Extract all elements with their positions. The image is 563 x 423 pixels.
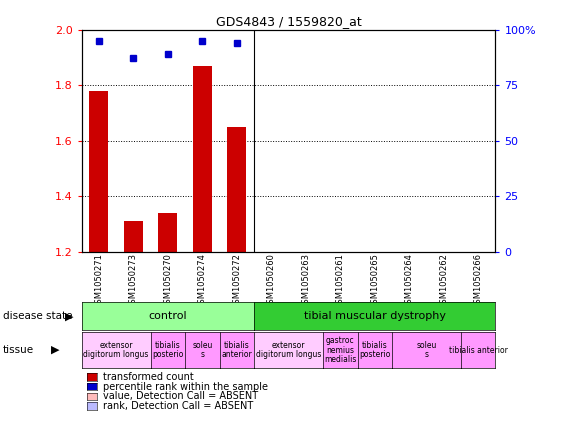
Bar (193, 66, 212, 252)
Text: transformed count: transformed count (103, 372, 194, 382)
Title: GDS4843 / 1559820_at: GDS4843 / 1559820_at (216, 16, 361, 28)
Text: control: control (149, 311, 187, 321)
Bar (90, 91, 108, 252)
Text: tibialis
posterio: tibialis posterio (152, 341, 184, 360)
Text: gastroc
nemius
medialis: gastroc nemius medialis (324, 336, 356, 364)
Text: ▶: ▶ (51, 345, 59, 355)
Text: tibialis anterior: tibialis anterior (449, 346, 508, 354)
Bar (124, 221, 143, 252)
Text: tibialis
anterior: tibialis anterior (221, 341, 252, 360)
Bar (227, 127, 246, 252)
Text: rank, Detection Call = ABSENT: rank, Detection Call = ABSENT (103, 401, 253, 411)
Text: tibial muscular dystrophy: tibial muscular dystrophy (304, 311, 446, 321)
Text: tissue: tissue (3, 345, 34, 355)
Bar (158, 213, 177, 252)
Text: extensor
digitorum longus: extensor digitorum longus (256, 341, 321, 360)
Text: extensor
digitorum longus: extensor digitorum longus (83, 341, 149, 360)
Text: percentile rank within the sample: percentile rank within the sample (103, 382, 268, 392)
Text: ▶: ▶ (65, 311, 73, 321)
Text: value, Detection Call = ABSENT: value, Detection Call = ABSENT (103, 391, 258, 401)
Text: tibialis
posterio: tibialis posterio (359, 341, 390, 360)
Text: soleu
s: soleu s (192, 341, 212, 360)
Text: disease state: disease state (3, 311, 72, 321)
Text: soleu
s: soleu s (416, 341, 437, 360)
